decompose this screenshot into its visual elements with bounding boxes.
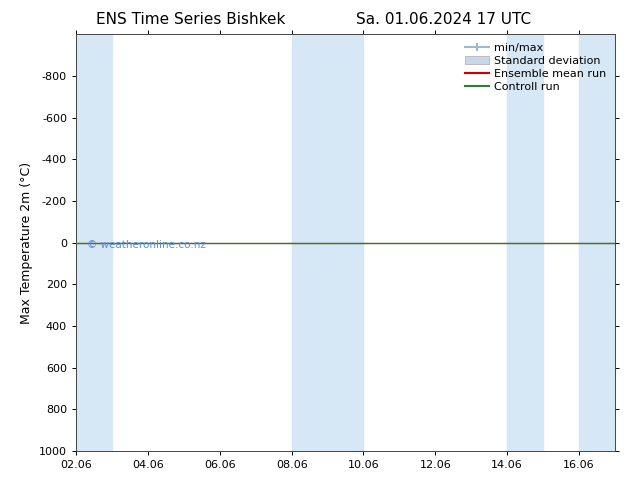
Y-axis label: Max Temperature 2m (°C): Max Temperature 2m (°C)	[20, 162, 34, 323]
Text: Sa. 01.06.2024 17 UTC: Sa. 01.06.2024 17 UTC	[356, 12, 531, 27]
Legend: min/max, Standard deviation, Ensemble mean run, Controll run: min/max, Standard deviation, Ensemble me…	[462, 40, 609, 95]
Text: ENS Time Series Bishkek: ENS Time Series Bishkek	[96, 12, 285, 27]
Bar	[579, 34, 615, 451]
Bar	[328, 34, 363, 451]
Bar	[292, 34, 328, 451]
Bar	[507, 34, 543, 451]
Text: © weatheronline.co.nz: © weatheronline.co.nz	[87, 240, 205, 249]
Bar	[76, 34, 112, 451]
